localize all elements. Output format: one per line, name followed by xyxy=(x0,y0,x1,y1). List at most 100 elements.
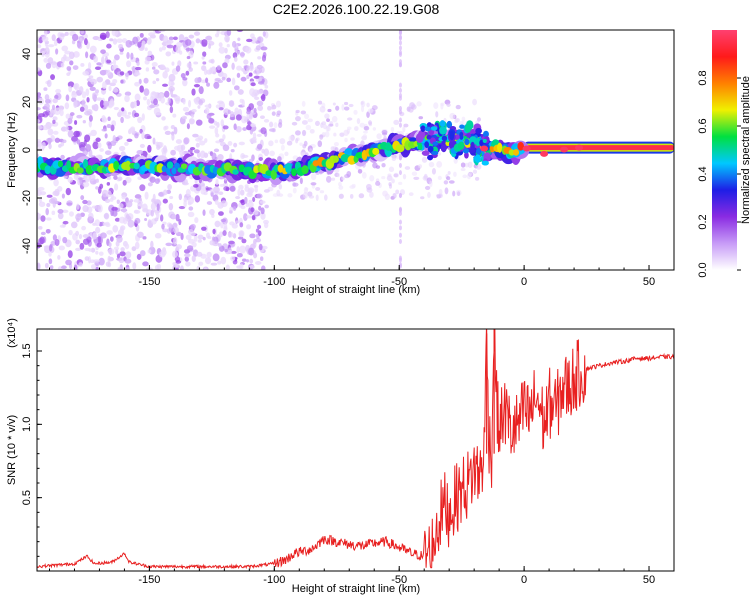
spectrogram-noise-point xyxy=(120,247,125,252)
spectrogram-noise-point xyxy=(101,116,108,123)
spectrogram-noise-point xyxy=(52,119,56,124)
spectrogram-noise-point xyxy=(354,126,359,131)
spectrogram-noise-point xyxy=(259,200,266,204)
spectrogram-noise-point xyxy=(107,116,111,122)
spectrogram-noise-point xyxy=(382,190,388,197)
spectrogram-hot-spot xyxy=(540,150,549,157)
spectrogram-plot-area xyxy=(37,30,674,270)
spectrogram-noise-point xyxy=(38,201,46,208)
spectrogram-ridge-blob xyxy=(418,130,426,140)
spectrogram-noise-point xyxy=(205,77,209,84)
spectrogram-noise-point xyxy=(37,67,41,72)
spectrogram-noise-point xyxy=(172,113,177,118)
spectrogram-noise-point xyxy=(191,108,197,113)
spectrogram-noise-point xyxy=(68,85,73,93)
spectrogram-noise-point xyxy=(408,192,414,197)
spectrogram-noise-point xyxy=(144,191,149,200)
spectrogram-noise-point xyxy=(189,147,196,151)
spectrogram-noise-point xyxy=(201,56,205,60)
spectrogram-noise-point xyxy=(147,249,152,254)
spectrogram-ridge-blob xyxy=(125,160,131,171)
spectrogram-noise-point xyxy=(199,150,206,159)
spectrogram-noise-point xyxy=(235,125,242,133)
spectrogram-noise-point xyxy=(106,123,112,129)
spectrogram-noise-point xyxy=(144,217,148,222)
spectrogram-noise-point xyxy=(209,67,213,75)
spectrogram-noise-point xyxy=(246,74,250,80)
spectrogram-noise-point xyxy=(255,261,262,265)
spectrogram-noise-point xyxy=(409,102,416,109)
spectrogram-ridge-blob xyxy=(273,164,280,173)
spectrogram-noise-point xyxy=(133,199,140,203)
spectrogram-noise-point xyxy=(229,110,234,118)
spectrogram-ridge-blob xyxy=(76,167,84,174)
spectrogram-noise-point xyxy=(236,253,243,258)
spectrogram-noise-point xyxy=(132,36,139,45)
spectrogram-noise-point xyxy=(109,236,114,242)
spectrogram-noise-point xyxy=(90,129,97,137)
spectrogram-noise-point xyxy=(78,86,84,94)
spectrogram-noise-point xyxy=(398,219,402,225)
spectrogram-noise-point xyxy=(41,141,46,149)
spectrogram-noise-point xyxy=(215,178,219,186)
spectrogram-noise-point xyxy=(250,36,257,44)
spectrogram-noise-point xyxy=(214,127,219,135)
spectrogram-noise-point xyxy=(45,44,49,53)
spectrogram-noise-point xyxy=(47,128,54,136)
spectrogram-noise-point xyxy=(381,129,388,135)
spectrogram-noise-point xyxy=(208,43,212,49)
spectrogram-noise-point xyxy=(230,148,235,153)
spectrogram-noise-point xyxy=(257,105,264,111)
spectrogram-noise-point xyxy=(127,219,135,228)
spectrogram-noise-point xyxy=(211,152,217,161)
spectrogram-noise-point xyxy=(152,137,156,145)
spectrogram-noise-point xyxy=(366,111,370,118)
spectrogram-noise-point xyxy=(55,48,59,55)
spectrogram-noise-point xyxy=(467,161,473,168)
spectrogram-hot-spot xyxy=(575,144,584,151)
snr-y-tick-label: 1.5 xyxy=(21,343,33,358)
spectrogram-noise-point xyxy=(139,32,144,38)
spectrogram-noise-point xyxy=(460,167,466,172)
spectrogram-noise-point xyxy=(83,38,88,46)
spectrogram-noise-point xyxy=(349,193,354,199)
spectrogram-noise-point xyxy=(187,149,193,153)
spectrogram-noise-point xyxy=(107,248,115,255)
spectrogram-noise-point xyxy=(268,140,274,147)
spectrogram-x-tick-label: 50 xyxy=(643,276,655,288)
spectrogram-noise-point xyxy=(104,150,112,156)
snr-y-ticks: 0.5 1.0 1.5 xyxy=(21,343,42,557)
spectrogram-noise-point xyxy=(54,137,61,143)
spectrogram-noise-point xyxy=(107,255,111,263)
spectrogram-ridge-blob xyxy=(285,163,292,174)
spectrogram-noise-point xyxy=(420,196,425,200)
spectrogram-noise-point xyxy=(277,122,283,129)
spectrogram-noise-point xyxy=(291,121,298,126)
spectrogram-noise-point xyxy=(217,260,222,265)
spectrogram-noise-point xyxy=(43,245,51,249)
spectrogram-noise-point xyxy=(59,224,66,228)
spectrogram-noise-point xyxy=(274,139,279,144)
spectrogram-noise-point xyxy=(280,144,285,151)
spectrogram-noise-point xyxy=(249,88,256,97)
spectrogram-y-tick-label: 20 xyxy=(21,96,33,108)
spectrogram-hot-spot xyxy=(522,145,531,152)
spectrogram-noise-point xyxy=(185,234,192,240)
spectrogram-noise-point xyxy=(45,62,52,69)
spectrogram-noise-point xyxy=(218,107,224,111)
colorbar-tick-label: 0.8 xyxy=(697,70,709,85)
spectrogram-noise-point xyxy=(271,111,276,116)
spectrogram-noise-point xyxy=(48,123,55,127)
spectrogram-noise-point xyxy=(124,94,130,103)
spectrogram-ridge-blob xyxy=(385,142,392,151)
spectrogram-noise-point xyxy=(170,81,175,86)
spectrogram-noise-point xyxy=(127,111,132,115)
spectrogram-noise-point xyxy=(105,190,112,198)
spectrogram-noise-point xyxy=(199,140,206,146)
spectrogram-noise-point xyxy=(183,137,190,145)
spectrogram-noise-point xyxy=(338,185,344,190)
spectrogram-noise-point xyxy=(183,116,187,120)
spectrogram-noise-point xyxy=(95,186,99,190)
spectrogram-noise-point xyxy=(279,138,286,145)
spectrogram-noise-point xyxy=(125,200,133,208)
